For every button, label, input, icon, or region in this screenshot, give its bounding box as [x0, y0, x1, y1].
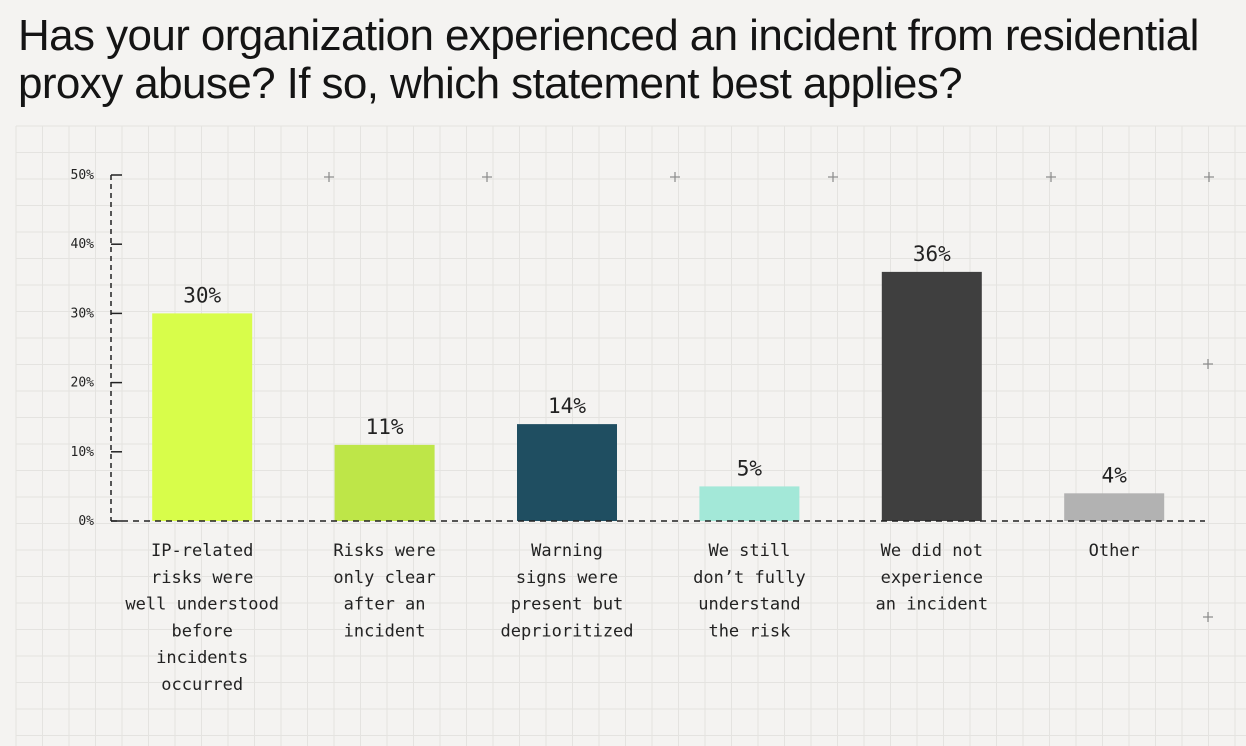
y-tick-label: 50% [71, 168, 95, 183]
bar-value-label: 36% [913, 242, 951, 266]
plus-icon [1204, 172, 1214, 182]
category-label-line: only clear [333, 568, 435, 588]
category-label: We did not experience an incident [876, 541, 989, 615]
bar [152, 313, 253, 521]
category-label-line: signs were [516, 568, 618, 588]
y-tick-label: 40% [71, 237, 95, 252]
category-label-line: well understood [125, 595, 279, 615]
category-label-line: IP-related [151, 541, 253, 561]
category-label-line: Risks were [333, 541, 435, 561]
bar-value-label: 11% [366, 415, 404, 439]
y-tick-label: 20% [71, 376, 95, 391]
bar-value-label: 5% [737, 456, 763, 480]
category-label-line: before [171, 621, 232, 641]
decorative-plus-marks [324, 172, 1214, 622]
category-label: Risks were only clear after an incident [333, 541, 435, 641]
plus-icon [1203, 612, 1213, 622]
category-label-line: after an [344, 595, 426, 615]
bar [334, 444, 435, 521]
category-label: Warning signs were present but deprioritize… [500, 541, 633, 641]
bar [517, 424, 617, 521]
category-label: IP-related risks were well understood befor… [125, 541, 279, 695]
y-tick-label: 0% [78, 514, 94, 529]
y-tick-label: 10% [71, 445, 95, 460]
category-label-line: risks were [151, 568, 253, 588]
category-label-line: incidents [156, 648, 248, 668]
bar [1064, 493, 1165, 521]
category-label-line: an incident [876, 595, 989, 615]
category-labels: IP-related risks were well understood befor… [125, 541, 1139, 695]
bar [881, 271, 982, 521]
bar [699, 486, 800, 521]
chart-title: Has your organization experienced an inc… [18, 11, 1199, 108]
plus-icon [670, 172, 680, 182]
category-label-line: understand [698, 595, 800, 615]
category-label-line: We did not [881, 541, 983, 561]
category-label: We still don’t fully understand the risk [693, 541, 806, 641]
bar-value-label: 30% [183, 283, 221, 307]
category-label-line: don’t fully [693, 568, 806, 588]
category-label-line: incident [344, 621, 426, 641]
category-label-line: experience [881, 568, 983, 588]
bar-value-label: 14% [548, 394, 586, 418]
y-axis: 0% 10% 20% 30% 40% 50% [71, 168, 122, 529]
y-tick-label: 30% [71, 306, 95, 321]
category-label-line: We still [708, 541, 790, 561]
category-label-line: present but [511, 595, 624, 615]
bars: 30% 11% 14% 5% 36% 4% [111, 242, 1205, 522]
category-label-line: the risk [708, 621, 790, 641]
plus-icon [482, 172, 492, 182]
plus-icon [828, 172, 838, 182]
category-label-line: Warning [531, 541, 603, 561]
category-label-line: Other [1089, 541, 1140, 561]
plus-icon [1046, 172, 1056, 182]
plus-icon [1203, 359, 1213, 369]
category-label-line: occurred [161, 675, 243, 695]
category-label-line: deprioritized [500, 621, 633, 641]
plus-icon [324, 172, 334, 182]
bar-value-label: 4% [1102, 463, 1128, 487]
category-label: Other [1089, 541, 1140, 561]
